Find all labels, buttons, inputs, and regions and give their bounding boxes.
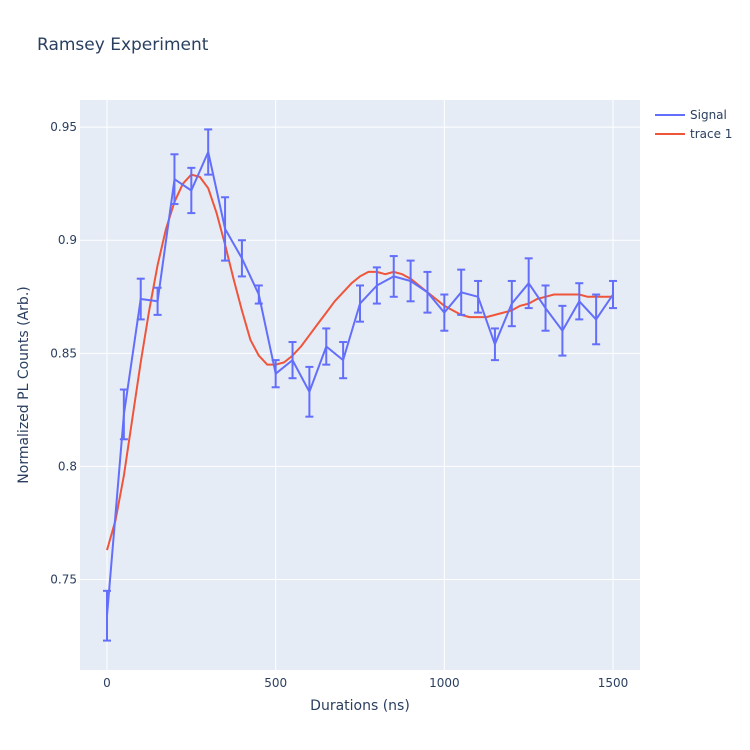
plot-area — [80, 100, 640, 670]
y-axis-ticks: 0.75 0.8 0.85 0.9 0.95 — [50, 120, 77, 586]
x-axis-title: Durations (ns) — [310, 698, 410, 714]
y-tick-label: 0.9 — [58, 233, 77, 247]
legend[interactable]: Signal trace 1 — [655, 108, 732, 141]
y-tick-label: 0.75 — [50, 573, 77, 587]
legend-label: trace 1 — [690, 127, 732, 141]
signal-line — [106, 151, 614, 616]
x-tick-label: 500 — [264, 676, 287, 690]
y-tick-label: 0.85 — [50, 346, 77, 360]
y-tick-label: 0.8 — [58, 459, 77, 473]
x-tick-label: 0 — [103, 676, 111, 690]
legend-label: Signal — [690, 108, 727, 122]
signal-trace — [102, 128, 618, 642]
legend-item[interactable]: trace 1 — [655, 127, 732, 141]
x-axis-ticks: 0 500 1000 1500 — [103, 676, 628, 690]
y-tick-label: 0.95 — [50, 120, 77, 134]
x-tick-label: 1500 — [598, 676, 629, 690]
chart-title: Ramsey Experiment — [37, 35, 209, 55]
legend-item[interactable]: Signal — [655, 108, 727, 122]
x-tick-label: 1000 — [429, 676, 460, 690]
grid-lines — [80, 100, 640, 670]
y-axis-title: Normalized PL Counts (Arb.) — [16, 286, 32, 483]
